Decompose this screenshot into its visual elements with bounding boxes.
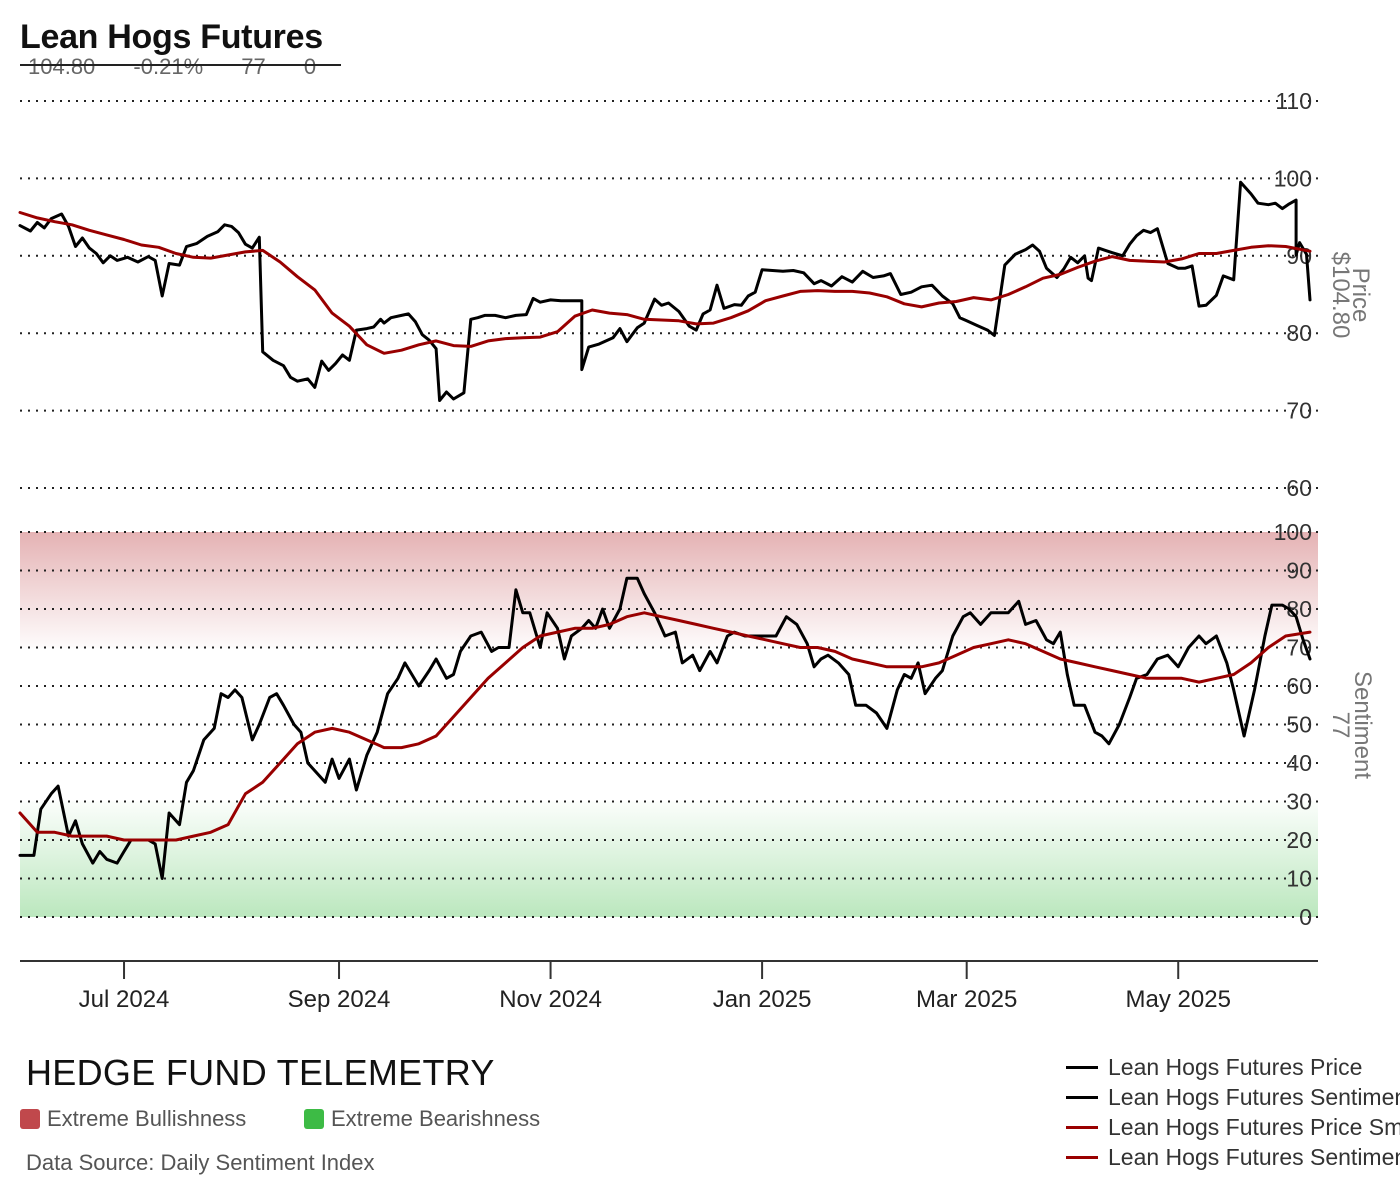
price-tick-label: 80 <box>1286 320 1312 346</box>
chart-title: Lean Hogs Futures <box>20 18 323 56</box>
zone-extreme-bearishness <box>20 801 1318 917</box>
x-tick-label: Jan 2025 <box>713 986 812 1013</box>
legend-line-price-smoothed <box>1066 1125 1098 1129</box>
legend-label-sentiment: Lean Hogs Futures Sentiment <box>1108 1083 1400 1110</box>
sentiment-tick-label: 30 <box>1286 789 1312 815</box>
legend-line-sentiment-smoothed <box>1066 1155 1098 1159</box>
sentiment-tick-label: 90 <box>1286 558 1312 584</box>
legend-label-price: Lean Hogs Futures Price <box>1108 1053 1363 1080</box>
data-source: Data Source: Daily Sentiment Index <box>26 1150 375 1175</box>
series-lines <box>18 180 1312 880</box>
sentiment-tick-label: 60 <box>1286 673 1312 699</box>
price-tick-label: 110 <box>1275 88 1312 114</box>
price-axis-value: $104.80 <box>1327 252 1354 339</box>
last-price: 104.80 <box>28 54 96 79</box>
sentiment-tick-label: 100 <box>1274 519 1312 545</box>
price-stats: 104.80 -0.21% 77 0 <box>28 54 348 80</box>
sentiment-value: 77 <box>241 54 266 79</box>
price-tick-label: 60 <box>1286 475 1312 501</box>
x-tick-label: May 2025 <box>1126 986 1231 1013</box>
series-lean-hogs-futures-sentiment-smoothed <box>18 611 1312 842</box>
price-tick-label: 100 <box>1274 165 1312 191</box>
price-axis-label: Price <box>1347 268 1374 323</box>
series-lean-hogs-futures-price-smoothed <box>18 211 1312 355</box>
legend-line-price <box>1066 1065 1098 1069</box>
bear-zone-label: Extreme Bearishness <box>331 1106 541 1131</box>
legend-label-sentiment-smoothed: Lean Hogs Futures Sentiment Smoothed <box>1108 1143 1400 1170</box>
price-change: -0.21% <box>133 54 204 79</box>
zone-extreme-bullishness <box>20 532 1318 648</box>
bull-swatch <box>20 1109 40 1129</box>
axis-titles: Price $104.80 Sentiment 77 <box>1327 252 1376 780</box>
sentiment-tick-label: 50 <box>1286 712 1312 738</box>
sentiment-tick-label: 10 <box>1286 866 1312 892</box>
legend-item-price[interactable]: Lean Hogs Futures Price <box>1066 1052 1400 1082</box>
legend-item-price-smoothed[interactable]: Lean Hogs Futures Price Smoothed <box>1066 1112 1400 1142</box>
legend-label-price-smoothed: Lean Hogs Futures Price Smoothed <box>1108 1113 1400 1140</box>
x-tick-label: Sep 2024 <box>288 986 391 1013</box>
sentiment-zones <box>20 532 1318 917</box>
x-tick-label: Nov 2024 <box>499 986 602 1013</box>
x-tick-label: Jul 2024 <box>79 986 170 1013</box>
legend-line-sentiment <box>1066 1095 1098 1099</box>
bull-zone-label: Extreme Bullishness <box>47 1106 247 1131</box>
series-lean-hogs-futures-sentiment <box>18 576 1312 880</box>
gridlines <box>20 100 1318 918</box>
series-lean-hogs-futures-price <box>18 180 1312 402</box>
sentiment-tick-label: 20 <box>1286 827 1312 853</box>
bear-zone-legend: Extreme Bearishness <box>304 1106 540 1132</box>
bear-swatch <box>304 1109 324 1129</box>
brand-name: HEDGE FUND TELEMETRY <box>26 1052 495 1093</box>
series-legend: Lean Hogs Futures Price Lean Hogs Future… <box>1066 1052 1400 1172</box>
legend-item-sentiment[interactable]: Lean Hogs Futures Sentiment <box>1066 1082 1400 1112</box>
sentiment-axis-value: 77 <box>1327 712 1354 739</box>
sentiment-axis-label: Sentiment <box>1349 671 1376 779</box>
stats-underline <box>20 64 341 66</box>
legend-item-sentiment-smoothed[interactable]: Lean Hogs Futures Sentiment Smoothed <box>1066 1142 1400 1172</box>
bull-zone-legend: Extreme Bullishness <box>20 1106 246 1132</box>
sentiment-tick-label: 0 <box>1299 904 1312 930</box>
x-tick-label: Mar 2025 <box>916 986 1017 1013</box>
price-tick-label: 70 <box>1286 398 1312 424</box>
sentiment-tick-label: 40 <box>1286 750 1312 776</box>
x-axis: Jul 2024 Sep 2024 Nov 2024 Jan 2025 Mar 2025… <box>20 960 1318 1013</box>
extra-value: 0 <box>303 54 317 79</box>
